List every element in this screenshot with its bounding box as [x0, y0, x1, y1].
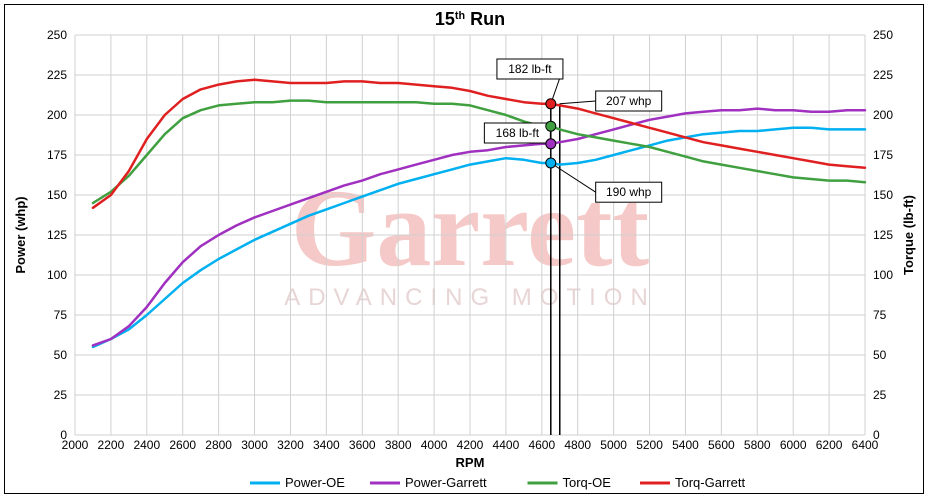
svg-text:4600: 4600 [528, 438, 555, 452]
svg-text:0: 0 [60, 428, 67, 442]
chart-frame: GarrettADVANCING MOTION20002200240026002… [4, 4, 924, 494]
svg-text:150: 150 [873, 188, 893, 202]
svg-text:25: 25 [54, 388, 68, 402]
svg-text:5600: 5600 [708, 438, 735, 452]
svg-text:5400: 5400 [672, 438, 699, 452]
svg-text:6200: 6200 [816, 438, 843, 452]
svg-text:50: 50 [54, 348, 68, 362]
svg-text:RPM: RPM [456, 455, 485, 470]
svg-text:Torq-Garrett: Torq-Garrett [675, 475, 745, 490]
svg-text:3800: 3800 [385, 438, 412, 452]
svg-text:200: 200 [47, 108, 67, 122]
svg-text:2800: 2800 [205, 438, 232, 452]
svg-text:250: 250 [873, 28, 893, 42]
svg-text:168 lb-ft: 168 lb-ft [496, 126, 540, 140]
svg-text:Torq-OE: Torq-OE [563, 475, 612, 490]
svg-text:2200: 2200 [98, 438, 125, 452]
svg-text:50: 50 [873, 348, 887, 362]
svg-text:3200: 3200 [277, 438, 304, 452]
svg-text:100: 100 [873, 268, 893, 282]
svg-text:Power-Garrett: Power-Garrett [405, 475, 487, 490]
svg-text:100: 100 [47, 268, 67, 282]
svg-text:4800: 4800 [564, 438, 591, 452]
svg-text:6000: 6000 [780, 438, 807, 452]
svg-text:175: 175 [47, 148, 67, 162]
svg-text:3400: 3400 [313, 438, 340, 452]
svg-text:75: 75 [54, 308, 68, 322]
svg-text:3600: 3600 [349, 438, 376, 452]
svg-text:4200: 4200 [457, 438, 484, 452]
svg-text:125: 125 [47, 228, 67, 242]
svg-text:225: 225 [873, 68, 893, 82]
svg-text:125: 125 [873, 228, 893, 242]
svg-text:3000: 3000 [241, 438, 268, 452]
svg-text:2600: 2600 [169, 438, 196, 452]
svg-text:190 whp: 190 whp [606, 185, 652, 199]
svg-text:0: 0 [873, 428, 880, 442]
svg-text:4000: 4000 [421, 438, 448, 452]
dyno-chart: GarrettADVANCING MOTION20002200240026002… [5, 5, 925, 495]
svg-text:182 lb-ft: 182 lb-ft [508, 62, 552, 76]
svg-text:2400: 2400 [133, 438, 160, 452]
svg-text:15th Run: 15th Run [435, 9, 505, 29]
svg-text:250: 250 [47, 28, 67, 42]
svg-text:150: 150 [47, 188, 67, 202]
svg-text:Torque (lb-ft): Torque (lb-ft) [901, 195, 916, 275]
svg-text:5200: 5200 [636, 438, 663, 452]
svg-text:4400: 4400 [493, 438, 520, 452]
svg-text:Power-OE: Power-OE [285, 475, 345, 490]
svg-text:175: 175 [873, 148, 893, 162]
svg-text:200: 200 [873, 108, 893, 122]
svg-text:207 whp: 207 whp [606, 94, 652, 108]
svg-text:75: 75 [873, 308, 887, 322]
svg-text:5800: 5800 [744, 438, 771, 452]
svg-text:25: 25 [873, 388, 887, 402]
svg-text:5000: 5000 [600, 438, 627, 452]
svg-text:225: 225 [47, 68, 67, 82]
svg-text:Power (whp): Power (whp) [13, 196, 28, 273]
